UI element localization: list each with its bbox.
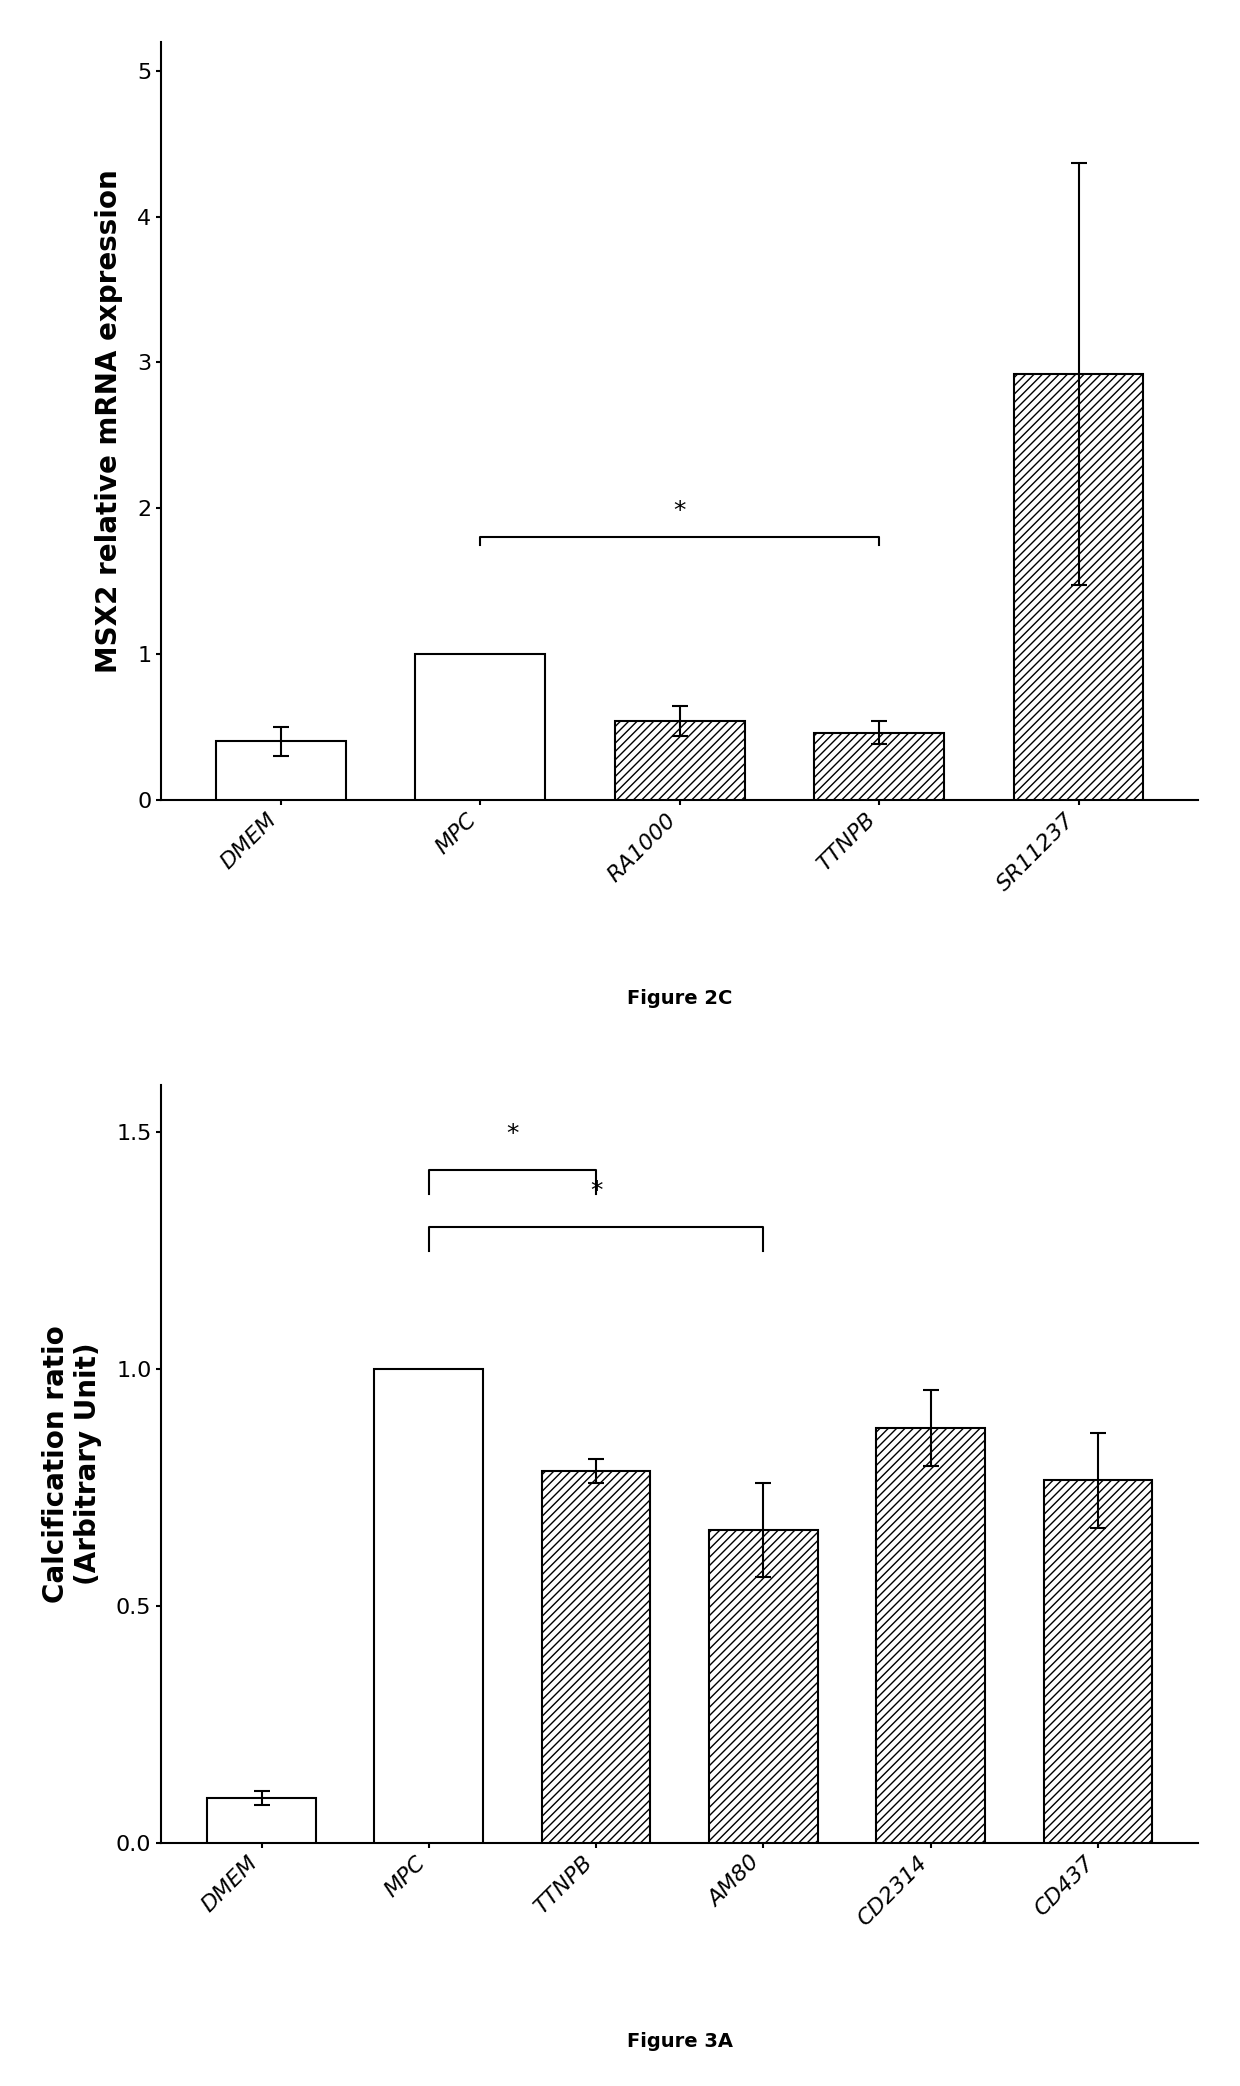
Text: Figure 2C: Figure 2C — [627, 989, 733, 1008]
Bar — [1044, 1481, 1152, 1842]
Text: *: * — [590, 1179, 603, 1204]
Bar — [615, 722, 744, 799]
Bar — [542, 1471, 651, 1842]
Bar — [709, 1529, 817, 1842]
Y-axis label: Calcification ratio
(Arbitrary Unit): Calcification ratio (Arbitrary Unit) — [42, 1325, 102, 1602]
Bar — [415, 655, 546, 799]
Text: *: * — [673, 499, 686, 524]
Bar — [877, 1429, 985, 1842]
Text: Figure 3A: Figure 3A — [626, 2032, 733, 2051]
Bar — [216, 741, 346, 799]
Bar — [815, 732, 944, 799]
Bar — [207, 1798, 316, 1842]
Y-axis label: MSX2 relative mRNA expression: MSX2 relative mRNA expression — [95, 169, 123, 672]
Bar — [1014, 373, 1143, 799]
Text: *: * — [506, 1122, 518, 1147]
Bar — [374, 1368, 484, 1842]
